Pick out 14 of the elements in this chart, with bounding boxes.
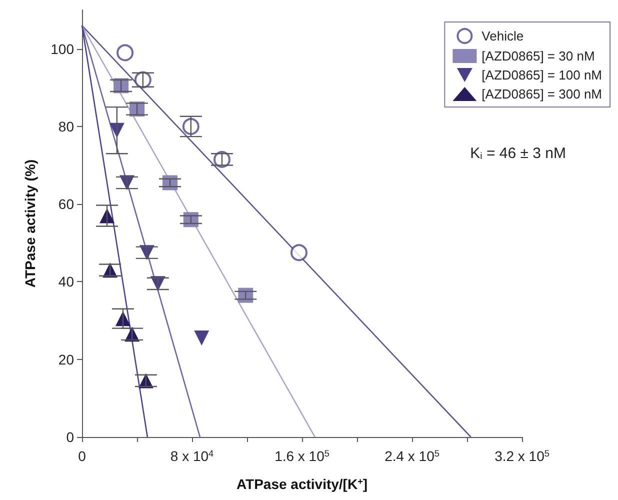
y-axis-title: ATPase activity (%)	[22, 159, 38, 288]
y-tick-label: 0	[66, 429, 74, 445]
legend-label: Vehicle	[482, 28, 524, 44]
y-tick-label: 100	[50, 40, 74, 57]
y-tick-label: 20	[58, 351, 74, 368]
x-tick-label: 0	[78, 448, 86, 464]
legend-label: [AZD0865] = 100 nM	[482, 68, 602, 82]
x-axis-title: ATPase activity/[K+]	[236, 476, 368, 492]
y-tick-label: 40	[58, 274, 74, 290]
y-tick-label: 80	[58, 118, 74, 134]
legend-label: [AZD0865] = 300 nM	[482, 86, 602, 102]
legend-label: [AZD0865] = 30 nM	[482, 48, 595, 64]
annotation: Ki = 46 ± 3 nM	[470, 145, 566, 162]
y-tick-label: 60	[58, 196, 74, 212]
